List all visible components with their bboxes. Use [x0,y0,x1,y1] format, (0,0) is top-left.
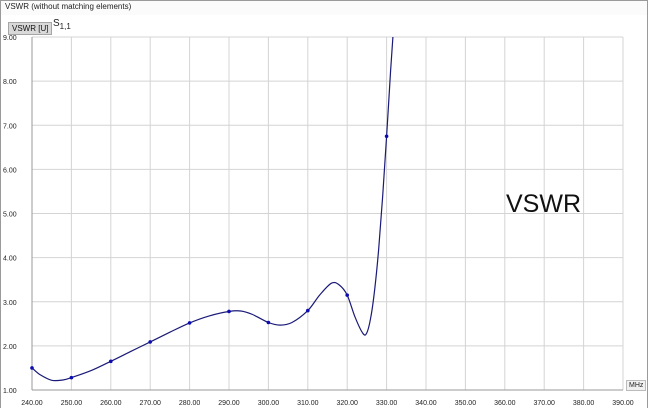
plot-frame [0,15,648,408]
data-point [306,308,310,313]
x-tick-label: 240.00 [21,400,43,407]
trace-label: S1,1 [53,18,71,31]
data-point [227,309,231,314]
data-point [30,366,34,370]
trace-label-main: S [53,18,60,29]
y-tick-label: 2.00 [3,344,17,351]
y-tick-label: 4.00 [3,256,17,263]
grid-lines [31,36,624,391]
x-tick-label: 360.00 [494,400,516,407]
x-tick-label: 300.00 [258,400,280,407]
window-title: VSWR (without matching elements) [5,2,132,11]
y-tick-label: 9.00 [3,35,17,42]
x-tick-label: 310.00 [297,400,319,407]
y-tick-label: 7.00 [3,123,17,130]
y-tick-label: 3.00 [3,300,17,307]
vswr-annotation: VSWR [506,190,581,218]
x-tick-label: 340.00 [415,400,437,407]
x-unit-badge: MHz [626,380,647,391]
x-tick-label: 260.00 [100,400,122,407]
x-tick-label: 270.00 [139,400,161,407]
x-tick-label: 380.00 [573,400,595,407]
vswr-curve [31,36,394,382]
data-point [148,340,152,344]
data-point [345,293,350,297]
x-tick-label: 290.00 [218,400,240,407]
x-tick-label: 250.00 [61,400,83,407]
data-point [69,375,74,380]
y-tick-label: 1.00 [3,388,17,395]
y-tick-label: 5.00 [3,212,17,219]
data-point [187,321,192,325]
y-unit-badge: VSWR [U] [8,22,53,35]
y-tick-label: 8.00 [3,79,17,86]
x-tick-label: 370.00 [533,400,555,407]
data-point [266,320,271,325]
data-markers [30,134,389,380]
data-point [109,359,113,364]
data-point [384,134,389,139]
tick-labels: 240.00 250.00 260.00 270.00 280.00 290.00 300.… [3,35,634,407]
x-tick-label: 280.00 [179,400,201,407]
trace-label-sub: 1,1 [59,22,71,31]
x-tick-label: 350.00 [455,400,477,407]
x-tick-label: 330.00 [376,400,398,407]
y-tick-label: 6.00 [3,167,17,174]
x-tick-label: 320.00 [336,400,358,407]
x-tick-label: 390.00 [612,400,634,407]
